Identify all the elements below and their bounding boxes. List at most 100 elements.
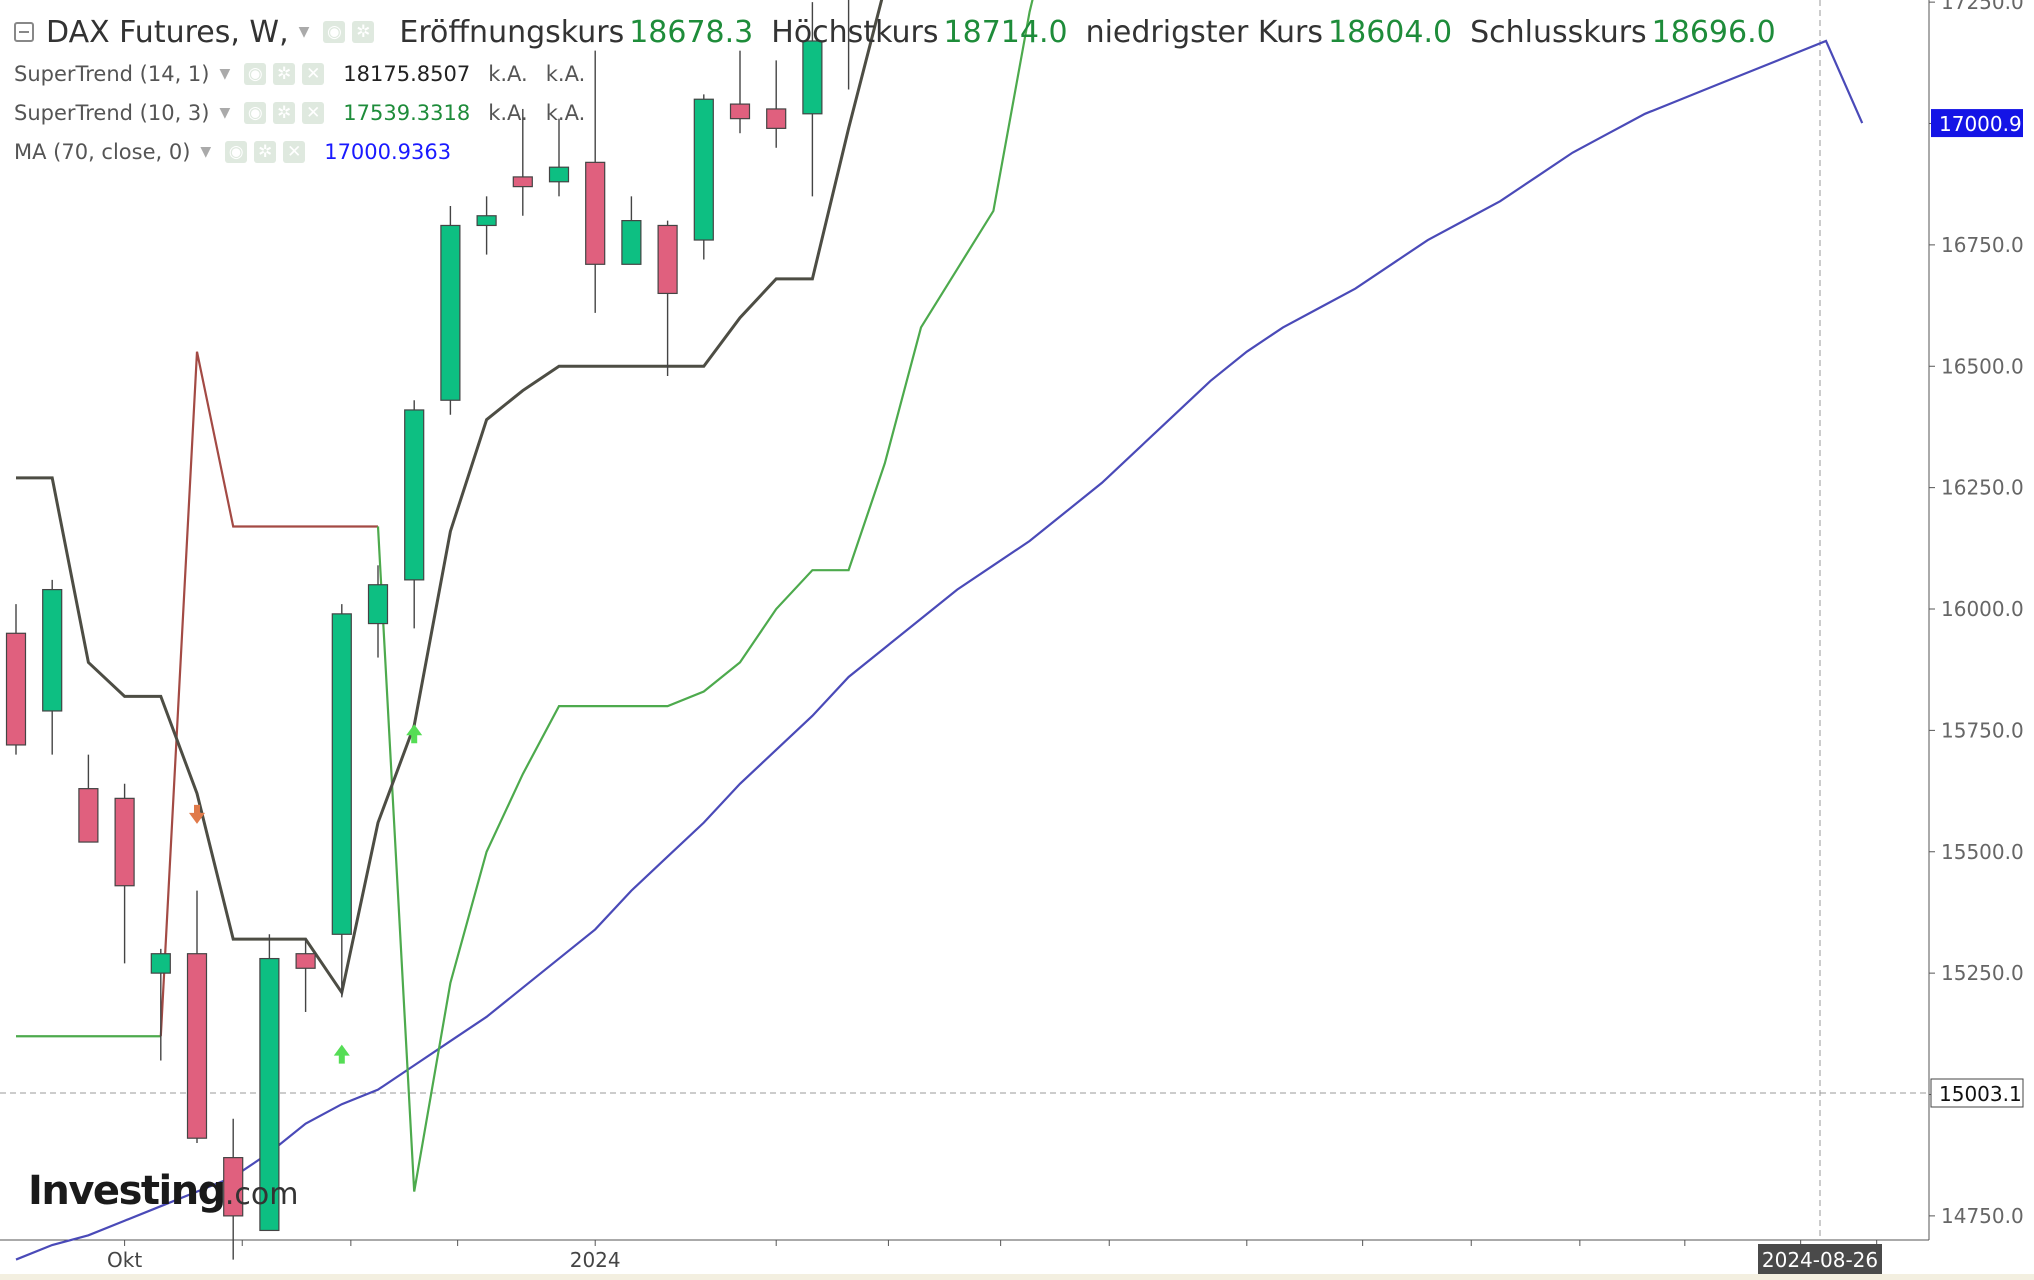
symbol-title[interactable]: DAX Futures, W, (46, 14, 289, 50)
price-label-navy: 17000.9 (1931, 109, 2023, 138)
gear-icon[interactable]: ✲ (273, 101, 296, 124)
close-value: 18696.0 (1651, 14, 1776, 50)
candle (42, 579, 63, 755)
eye-icon[interactable]: ◉ (244, 101, 267, 124)
candle (186, 890, 208, 1144)
close-icon[interactable]: ✕ (302, 101, 325, 124)
chevron-down-icon[interactable]: ▼ (219, 65, 231, 82)
candle-body (548, 166, 570, 183)
time-axis[interactable]: Okt 2024 2024-08-26 (107, 1240, 1882, 1274)
candle-body (512, 176, 533, 188)
indicator-name[interactable]: MA (70, close, 0) (14, 139, 191, 164)
candle-body (476, 215, 497, 227)
candle-body (186, 953, 208, 1139)
candle (223, 1118, 244, 1260)
price-tick-label: 15750.0 (1941, 718, 2024, 742)
candle (548, 118, 570, 197)
candle-body (404, 409, 425, 581)
gear-icon[interactable]: ✲ (352, 21, 375, 43)
buy-signal-arrow (333, 1044, 350, 1064)
time-label: 2024 (570, 1248, 621, 1272)
indicator-row-ma-70[interactable]: MA (70, close, 0) ▼ ◉ ✲ ✕ 17000.9363 (14, 132, 1776, 171)
eye-icon[interactable]: ◉ (244, 62, 267, 85)
candle-body (78, 788, 99, 843)
candle (114, 783, 135, 964)
candle-body (585, 161, 606, 265)
indicator-row-supertrend-14[interactable]: SuperTrend (14, 1) ▼ ◉ ✲ ✕ 18175.8507 k.… (14, 54, 1776, 93)
candle-body (259, 957, 280, 1232)
price-label-text: 15003.1 (1939, 1082, 2022, 1106)
chart-legend: DAX Futures, W, ▼ ◉ ✲ Eröffnungskurs 186… (14, 10, 1776, 171)
close-icon[interactable]: ✕ (302, 62, 325, 85)
indicator-name[interactable]: SuperTrend (14, 1) (14, 61, 210, 86)
candle (585, 50, 606, 313)
price-axis[interactable]: 14750.015000.015250.015500.015750.016000… (1929, 0, 2024, 1228)
indicator-na-1: k.A. (488, 61, 528, 86)
price-tick-label: 16500.0 (1941, 354, 2024, 378)
eye-icon[interactable]: ◉ (225, 140, 248, 163)
price-label-plain: 15003.1 (1930, 1078, 2024, 1108)
candle (657, 220, 678, 376)
price-tick-label: 15500.0 (1941, 840, 2024, 864)
ma-70-polyline (15, 39, 1864, 1261)
close-label: Schlusskurs (1470, 14, 1647, 50)
time-label-box (1758, 1244, 1882, 1274)
candle-body (223, 1157, 244, 1217)
candle-body (802, 40, 823, 115)
candle (766, 60, 787, 148)
indicator-name[interactable]: SuperTrend (10, 3) (14, 100, 210, 125)
price-tick-label: 15250.0 (1941, 961, 2024, 985)
candle (440, 206, 461, 415)
gear-icon[interactable]: ✲ (273, 62, 296, 85)
candle (295, 939, 316, 1012)
ma-70-line (15, 39, 1864, 1261)
price-label-box (1930, 1078, 2024, 1108)
candle (621, 196, 642, 265)
investing-logo: Investing.com (28, 1168, 298, 1214)
candle (404, 400, 425, 629)
candle (331, 604, 352, 998)
candle-body (657, 224, 678, 295)
close-icon[interactable]: ✕ (283, 140, 306, 163)
gear-icon[interactable]: ✲ (254, 140, 277, 163)
collapse-legend-icon[interactable] (14, 22, 34, 42)
high-value: 18714.0 (943, 14, 1068, 50)
candles (5, 0, 850, 1260)
candle-body (295, 953, 316, 969)
price-label-text: 17000.9 (1939, 112, 2022, 136)
candle (729, 50, 751, 134)
high-label: Höchstkurs (771, 14, 939, 50)
candle (367, 565, 389, 658)
candle (150, 948, 171, 1061)
supertrend-14-1-line (16, 0, 884, 997)
supertrend-10-3-line (16, 0, 1034, 1192)
supertrend-10-segment-2 (376, 0, 1034, 1192)
price-tick-label: 16750.0 (1941, 233, 2024, 257)
logo-brand: Investing (28, 1168, 226, 1214)
eye-icon[interactable]: ◉ (323, 21, 346, 43)
time-label-current: 2024-08-26 (1762, 1248, 1878, 1272)
chevron-down-icon[interactable]: ▼ (219, 104, 231, 121)
candle (5, 604, 27, 755)
open-label: Eröffnungskurs (399, 14, 625, 50)
time-label: Okt (107, 1248, 142, 1272)
candle (847, 0, 850, 90)
logo-suffix: .com (224, 1177, 299, 1212)
low-value: 18604.0 (1328, 14, 1453, 50)
candle-body (150, 953, 171, 974)
candle (476, 196, 497, 255)
indicator-na-2: k.A. (545, 61, 586, 86)
candle (259, 934, 280, 1232)
chevron-down-icon[interactable]: ▼ (200, 143, 212, 160)
candle-body (693, 98, 714, 241)
candle-body (5, 632, 27, 746)
price-tick-label: 14750.0 (1941, 1204, 2024, 1228)
low-label: niedrigster Kurs (1085, 14, 1324, 50)
chevron-down-icon[interactable]: ▼ (298, 24, 310, 40)
indicator-row-supertrend-10[interactable]: SuperTrend (10, 3) ▼ ◉ ✲ ✕ 17539.3318 k.… (14, 93, 1776, 132)
indicator-value: 17000.9363 (324, 139, 452, 164)
candle-body (766, 108, 787, 129)
supertrend-14-polyline (16, 0, 884, 997)
